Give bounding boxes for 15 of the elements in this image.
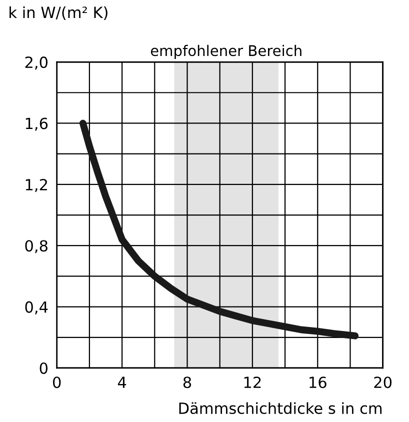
x-tick-label: 0 [53, 376, 61, 388]
x-tick-label: 4 [118, 376, 126, 388]
y-tick-label: 0 [40, 362, 48, 374]
y-axis-title: k in W/(m² K) [10, 6, 108, 20]
y-tick-label: 0,8 [25, 240, 48, 254]
y-tick-label: 2,0 [25, 56, 48, 70]
y-tick-label: 1,2 [26, 178, 47, 192]
x-axis-title: Dämmschichtdicke s in cm [179, 402, 382, 414]
x-tick-label: 20 [374, 376, 392, 388]
band-label: empfohlener Bereich [150, 44, 302, 59]
y-tick-label: 0,4 [25, 301, 48, 314]
y-tick-label: 1,6 [26, 118, 48, 131]
x-tick-label: 8 [183, 376, 192, 388]
x-tick-label: 16 [310, 376, 326, 388]
x-tick-label: 12 [244, 376, 261, 388]
